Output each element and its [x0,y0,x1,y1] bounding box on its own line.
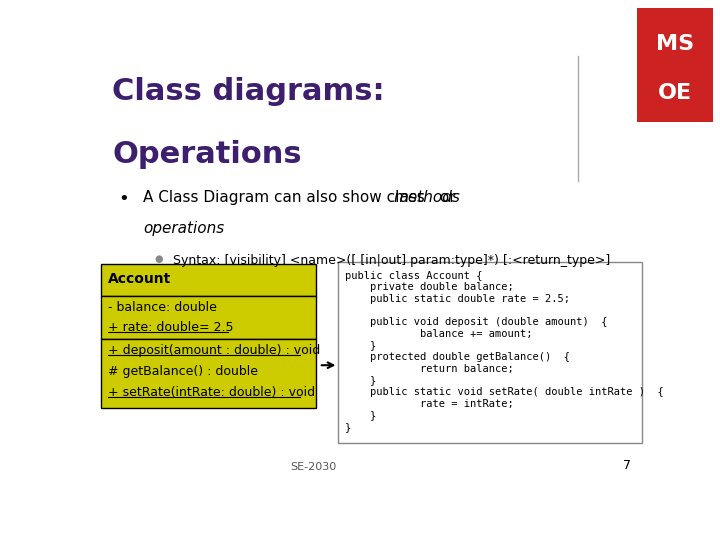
Text: ●: ● [154,254,163,264]
Text: public static void setRate( double intRate )  {: public static void setRate( double intRa… [345,387,664,397]
Text: or: or [435,190,456,205]
Text: SE-2030: SE-2030 [290,462,336,472]
Text: Syntax: [visibility] <name>([ [in|out] param:type]*) [:<return_type>]: Syntax: [visibility] <name>([ [in|out] p… [173,254,610,267]
Bar [101,265,316,295]
Text: + deposit(amount : double) : void: + deposit(amount : double) : void [108,344,320,357]
Text: }: } [345,341,377,350]
Text: protected double getBalance()  {: protected double getBalance() { [345,352,570,362]
Text: + setRate(intRate: double) : void: + setRate(intRate: double) : void [108,386,315,399]
Text: 7: 7 [624,460,631,472]
Text: operations: operations [143,221,224,236]
Text: + rate: double= 2.5: + rate: double= 2.5 [108,321,233,334]
Bar [101,295,316,339]
Text: OE: OE [658,83,692,103]
Text: balance += amount;: balance += amount; [345,329,533,339]
Bar [101,339,316,408]
Text: rate = intRate;: rate = intRate; [345,399,514,409]
Text: private double balance;: private double balance; [345,282,514,292]
Text: }: } [345,410,377,420]
Text: Class diagrams:: Class diagrams: [112,77,385,106]
Text: }: } [345,375,377,386]
Text: •: • [118,190,129,207]
Text: - balance: double: - balance: double [108,301,217,314]
Text: methods: methods [393,190,460,205]
Text: MS: MS [656,35,694,55]
Text: A Class Diagram can also show class: A Class Diagram can also show class [143,190,430,205]
Text: # getBalance() : double: # getBalance() : double [108,365,258,378]
Text: Account: Account [108,272,171,286]
Text: }: } [345,422,351,432]
Text: public class Account {: public class Account { [345,271,482,281]
Text: public static double rate = 2.5;: public static double rate = 2.5; [345,294,570,304]
Text: Operations: Operations [112,140,302,168]
Text: return balance;: return balance; [345,364,514,374]
Bar [338,262,642,443]
Text: public void deposit (double amount)  {: public void deposit (double amount) { [345,317,608,327]
